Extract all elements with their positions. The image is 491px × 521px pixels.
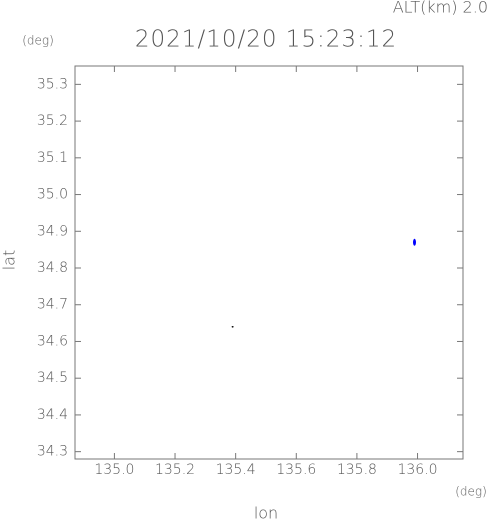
- y-tick-label: 34.6: [37, 333, 68, 349]
- y-axis-label: lat: [0, 250, 19, 271]
- point: [413, 238, 416, 246]
- y-tick-label: 34.5: [37, 370, 68, 386]
- y-tick-label: 34.3: [37, 444, 68, 460]
- x-tick-label: 135.8: [337, 462, 377, 478]
- x-tick-label: 135.2: [155, 462, 195, 478]
- y-tick-label: 35.0: [37, 187, 68, 203]
- point: [231, 325, 234, 328]
- plot-frame: [74, 65, 464, 460]
- y-tick-label: 35.2: [37, 113, 68, 129]
- x-tick-label: 136.0: [397, 462, 437, 478]
- x-tick-label: 135.6: [276, 462, 316, 478]
- y-tick-label: 34.7: [37, 297, 68, 313]
- altitude-label: ALT(km) 2.0: [393, 0, 488, 17]
- y-tick-label: 35.1: [37, 150, 68, 166]
- y-tick-label: 35.3: [37, 76, 68, 92]
- y-tick-label: 34.4: [37, 407, 68, 423]
- x-tick-label: 135.4: [216, 462, 256, 478]
- x-tick-label: 135.0: [94, 462, 134, 478]
- y-tick-label: 34.8: [37, 260, 68, 276]
- chart-title: 2021/10/20 15:23:12: [135, 27, 397, 53]
- x-unit: (deg): [455, 485, 487, 499]
- y-tick-label: 34.9: [37, 223, 68, 239]
- y-unit: (deg): [22, 34, 54, 48]
- x-axis-label: lon: [254, 504, 278, 521]
